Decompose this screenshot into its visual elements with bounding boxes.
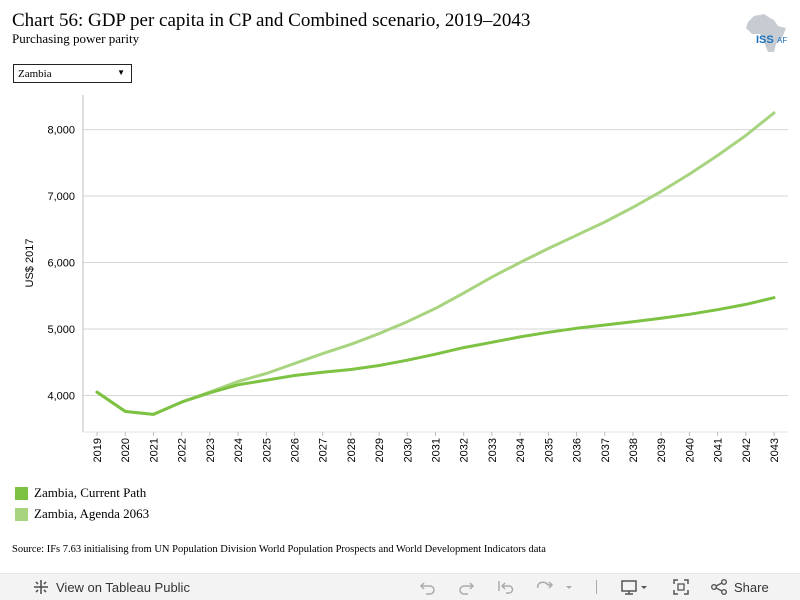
legend-swatch <box>15 486 28 500</box>
x-tick-label: 2043 <box>769 438 781 462</box>
refresh-button[interactable] <box>534 574 574 600</box>
redo-icon <box>459 582 475 595</box>
tableau-toolbar: View on Tableau Public <box>0 573 800 600</box>
x-tick-label: 2025 <box>261 438 273 462</box>
fullscreen-icon <box>673 579 689 595</box>
x-tick-label: 2040 <box>684 438 696 462</box>
legend-label: Zambia, Agenda 2063 <box>34 506 150 521</box>
x-tick-label: 2041 <box>713 438 725 462</box>
x-tick-label: 2024 <box>233 438 245 462</box>
country-dropdown-value: Zambia <box>18 67 52 80</box>
source-note: Source: IFs 7.63 initialising from UN Po… <box>12 544 546 555</box>
redo-button[interactable] <box>456 574 476 600</box>
x-tick-label: 2036 <box>572 438 584 462</box>
y-tick-labels: 4,000 5,000 6,000 7,000 8,000 <box>47 125 75 403</box>
x-tick-label: 2019 <box>92 438 104 462</box>
x-tick-label: 2020 <box>120 438 132 462</box>
legend-item-agenda-2063[interactable]: Zambia, Agenda 2063 <box>15 506 150 521</box>
country-dropdown[interactable]: Zambia ▼ <box>13 64 132 83</box>
fullscreen-button[interactable] <box>672 574 690 600</box>
series-lines <box>95 111 776 416</box>
x-tick-label: 2032 <box>459 438 471 462</box>
x-tick-label: 2034 <box>515 438 527 462</box>
page-subtitle: Purchasing power parity <box>12 31 140 46</box>
undo-button[interactable] <box>418 574 438 600</box>
x-tick-label: 2038 <box>628 438 640 462</box>
share-label: Share <box>734 579 769 595</box>
share-button[interactable]: Share <box>710 574 769 600</box>
legend-item-current-path[interactable]: Zambia, Current Path <box>15 485 147 500</box>
x-tick-label: 2029 <box>374 438 386 462</box>
refresh-icon <box>536 581 572 589</box>
page-title: Chart 56: GDP per capita in CP and Combi… <box>12 10 531 31</box>
iss-africa-logo: ISS AF <box>746 14 787 52</box>
y-tick-label: 6,000 <box>47 258 75 270</box>
x-tick-label: 2033 <box>487 438 499 462</box>
toolbar-divider <box>596 580 597 594</box>
x-tick-label: 2022 <box>177 438 189 462</box>
download-button[interactable] <box>620 574 652 600</box>
dropdown-arrow-icon: ▼ <box>117 68 125 77</box>
undo-icon <box>419 582 435 595</box>
series-line-agenda-2063[interactable] <box>95 111 776 416</box>
x-tick-label: 2028 <box>346 438 358 462</box>
legend: Zambia, Current Path Zambia, Agenda 2063 <box>0 484 300 522</box>
gridlines <box>83 129 788 396</box>
x-tick-label: 2026 <box>289 438 301 462</box>
y-tick-label: 5,000 <box>47 324 75 336</box>
x-tick-label: 2030 <box>402 438 414 462</box>
x-tick-label: 2042 <box>741 438 753 462</box>
x-tick-label: 2027 <box>318 438 330 462</box>
y-axis-label: US$ 2017 <box>24 239 36 288</box>
x-tick-labels: 2019 2020 2021 2022 2023 2024 2025 2026 2027 2028… <box>92 432 781 462</box>
download-icon <box>621 580 647 595</box>
series-line-current-path[interactable] <box>95 296 776 416</box>
x-tick-label: 2021 <box>148 438 160 462</box>
legend-label: Zambia, Current Path <box>34 485 147 500</box>
view-on-tableau-public-button[interactable]: View on Tableau Public <box>32 574 190 600</box>
y-tick-label: 7,000 <box>47 191 75 203</box>
x-tick-label: 2031 <box>431 438 443 462</box>
x-tick-label: 2037 <box>600 438 612 462</box>
y-tick-label: 8,000 <box>47 125 75 137</box>
legend-swatch <box>15 507 28 521</box>
x-tick-label: 2023 <box>205 438 217 462</box>
revert-button[interactable] <box>496 574 516 600</box>
x-tick-label: 2039 <box>656 438 668 462</box>
logo-text: ISS <box>756 34 774 46</box>
x-tick-label: 2035 <box>543 438 555 462</box>
y-tick-label: 4,000 <box>47 390 75 402</box>
share-icon <box>711 579 727 595</box>
tableau-icon <box>34 580 48 594</box>
logo-text-suffix: AF <box>777 36 787 45</box>
revert-icon <box>498 581 514 594</box>
view-on-tableau-label: View on Tableau Public <box>56 579 190 595</box>
